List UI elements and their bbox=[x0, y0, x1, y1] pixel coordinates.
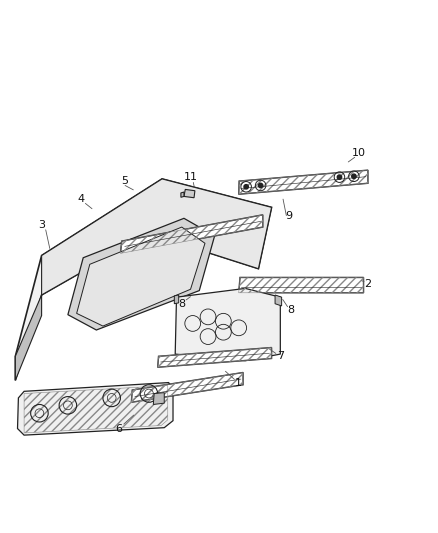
Polygon shape bbox=[18, 383, 173, 435]
Text: 2: 2 bbox=[364, 279, 371, 289]
Text: 8: 8 bbox=[178, 298, 185, 309]
Polygon shape bbox=[153, 393, 164, 405]
Polygon shape bbox=[15, 295, 42, 381]
Polygon shape bbox=[275, 295, 282, 306]
Polygon shape bbox=[120, 215, 263, 253]
Polygon shape bbox=[175, 288, 280, 361]
Polygon shape bbox=[239, 170, 368, 194]
Text: 10: 10 bbox=[352, 148, 366, 158]
Circle shape bbox=[352, 174, 356, 179]
Text: 1: 1 bbox=[235, 377, 242, 387]
Circle shape bbox=[244, 184, 248, 189]
Polygon shape bbox=[68, 219, 215, 330]
Text: 9: 9 bbox=[286, 211, 293, 221]
Polygon shape bbox=[131, 373, 243, 402]
Polygon shape bbox=[239, 278, 364, 293]
Text: 6: 6 bbox=[115, 424, 122, 433]
Text: 8: 8 bbox=[288, 305, 295, 316]
Circle shape bbox=[337, 175, 342, 179]
Text: 7: 7 bbox=[277, 351, 284, 361]
Text: 5: 5 bbox=[121, 176, 128, 186]
Polygon shape bbox=[15, 179, 272, 381]
Polygon shape bbox=[174, 295, 179, 304]
Text: 3: 3 bbox=[38, 220, 45, 230]
Text: 11: 11 bbox=[184, 172, 198, 182]
Polygon shape bbox=[184, 189, 195, 198]
Text: 4: 4 bbox=[78, 193, 85, 204]
Polygon shape bbox=[42, 179, 272, 295]
Polygon shape bbox=[77, 227, 205, 326]
Circle shape bbox=[258, 183, 263, 188]
Polygon shape bbox=[181, 192, 184, 197]
Polygon shape bbox=[158, 348, 272, 367]
